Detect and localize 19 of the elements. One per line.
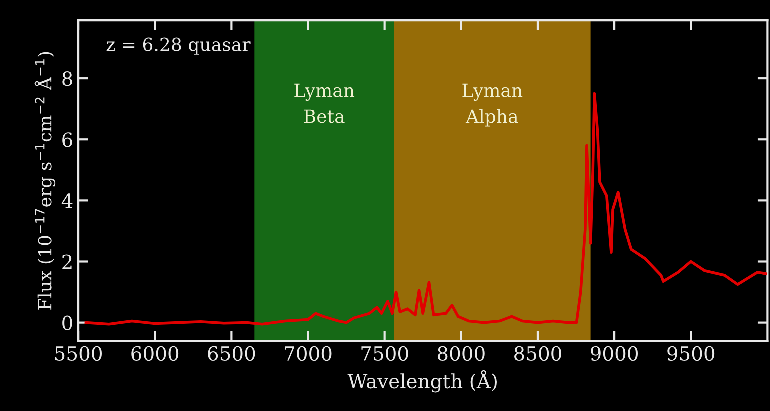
x-tick-label: 8000 — [438, 346, 485, 362]
x-tick-label: 8500 — [514, 346, 562, 362]
x-tick-label: 9000 — [591, 346, 638, 362]
x-tick-label: 6500 — [208, 346, 256, 362]
x-tick-label: 9500 — [668, 346, 715, 362]
x-tick-label: 7000 — [285, 346, 332, 362]
y-tick-label: 4 — [62, 194, 73, 208]
x-axis-title: Wavelength (Å) — [348, 370, 497, 393]
band-label: Lyman Beta — [294, 84, 355, 124]
y-tick-label: 0 — [62, 316, 72, 330]
x-tick-label: 5500 — [55, 346, 102, 362]
y-tick-label: 6 — [62, 132, 72, 148]
x-tick-label: 6000 — [132, 346, 179, 362]
y-tick-label: 2 — [62, 254, 72, 270]
band-label: Lyman Alpha — [462, 84, 523, 127]
y-tick-label: 8 — [62, 72, 72, 86]
text: Flux (10$^{−17}$erg s$^{−1}$cm$^{−2}$ Å$^{−1}$) — [34, 52, 56, 310]
annotation: z = 6.28 quasar — [106, 38, 251, 55]
x-tick-label: 7500 — [362, 346, 408, 362]
